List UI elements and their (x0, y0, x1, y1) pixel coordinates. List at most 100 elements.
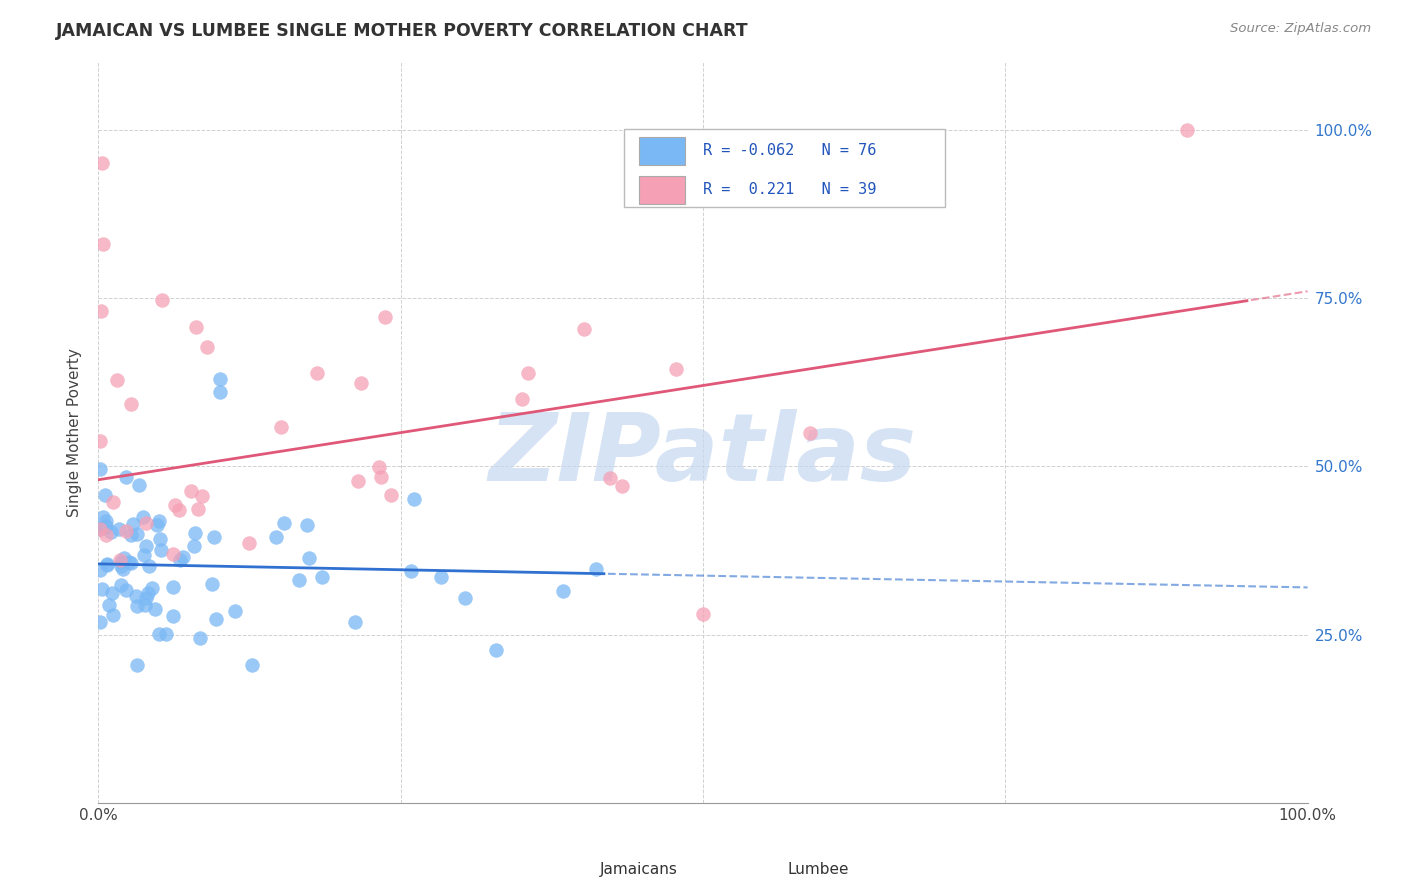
Point (288, 573, 311, 587)
Point (155, 627, 177, 641)
Point (128, 478, 150, 492)
Point (295, 517, 318, 532)
Point (1175, 122, 1198, 136)
Point (89, 522, 111, 536)
Point (120, 556, 142, 570)
Point (180, 483, 202, 498)
Point (94, 520, 117, 534)
Point (121, 516, 143, 531)
Point (125, 599, 148, 614)
Point (224, 604, 246, 618)
Point (169, 503, 191, 517)
Point (264, 530, 287, 544)
Point (143, 601, 166, 615)
Point (273, 516, 295, 531)
Point (101, 495, 124, 509)
Point (135, 591, 157, 605)
Text: Lumbee: Lumbee (787, 862, 849, 877)
Text: Source: ZipAtlas.com: Source: ZipAtlas.com (1230, 22, 1371, 36)
Bar (727, 855, 773, 883)
Point (135, 516, 157, 530)
Point (115, 583, 138, 598)
Point (551, 584, 574, 599)
Text: R = -0.062   N = 76: R = -0.062 N = 76 (703, 144, 876, 159)
Point (453, 591, 475, 605)
Point (344, 615, 367, 630)
Point (94, 519, 117, 533)
Point (100, 525, 122, 540)
Point (138, 558, 160, 573)
Point (91, 156, 114, 170)
Point (150, 293, 173, 308)
Point (370, 470, 392, 484)
Point (238, 536, 260, 550)
Point (188, 631, 211, 645)
Point (94, 488, 117, 502)
Point (134, 598, 156, 612)
Point (610, 479, 633, 493)
Point (172, 550, 194, 565)
Point (380, 488, 402, 502)
Point (89, 615, 111, 630)
Point (374, 310, 396, 325)
Point (186, 319, 208, 334)
Point (91, 510, 114, 524)
Point (270, 419, 292, 434)
Point (94, 514, 117, 528)
Point (89, 434, 111, 448)
Point (120, 528, 142, 542)
Point (347, 475, 370, 489)
Point (108, 552, 131, 566)
Point (183, 539, 205, 553)
Point (96, 558, 118, 572)
Point (162, 580, 184, 594)
Point (240, 658, 263, 673)
Bar (540, 855, 586, 883)
Point (125, 590, 148, 604)
Point (89, 563, 111, 577)
Point (146, 518, 169, 533)
Point (125, 658, 148, 673)
Point (89, 522, 111, 536)
Point (148, 626, 170, 640)
Point (90, 304, 112, 318)
Point (585, 562, 607, 576)
Point (162, 547, 184, 561)
Point (91, 237, 114, 252)
Point (108, 522, 131, 536)
Point (208, 385, 231, 400)
Y-axis label: Single Mother Poverty: Single Mother Poverty (67, 348, 83, 517)
Point (98, 598, 121, 612)
Point (138, 586, 160, 600)
FancyBboxPatch shape (624, 129, 945, 207)
Point (141, 581, 163, 595)
Point (120, 397, 142, 411)
Point (298, 551, 321, 566)
Point (91, 582, 114, 596)
Point (191, 489, 214, 503)
Point (111, 562, 134, 576)
Point (110, 578, 132, 592)
Point (96, 527, 118, 541)
Point (162, 609, 184, 624)
Text: JAMAICAN VS LUMBEE SINGLE MOTHER POVERTY CORRELATION CHART: JAMAICAN VS LUMBEE SINGLE MOTHER POVERTY… (56, 22, 749, 40)
Point (516, 366, 538, 380)
Point (118, 555, 141, 569)
Point (205, 612, 228, 626)
Text: Jamaicans: Jamaicans (600, 862, 678, 877)
Text: ZIPatlas: ZIPatlas (489, 409, 917, 500)
Point (599, 471, 621, 485)
Point (110, 558, 132, 573)
Point (96, 558, 118, 573)
Point (201, 576, 224, 591)
Point (485, 643, 508, 657)
Point (692, 607, 714, 622)
Point (110, 555, 132, 569)
Point (134, 548, 156, 562)
Point (664, 361, 686, 376)
Point (135, 539, 157, 553)
Point (169, 553, 191, 567)
Point (127, 527, 149, 541)
Point (114, 469, 136, 483)
Point (799, 426, 821, 441)
